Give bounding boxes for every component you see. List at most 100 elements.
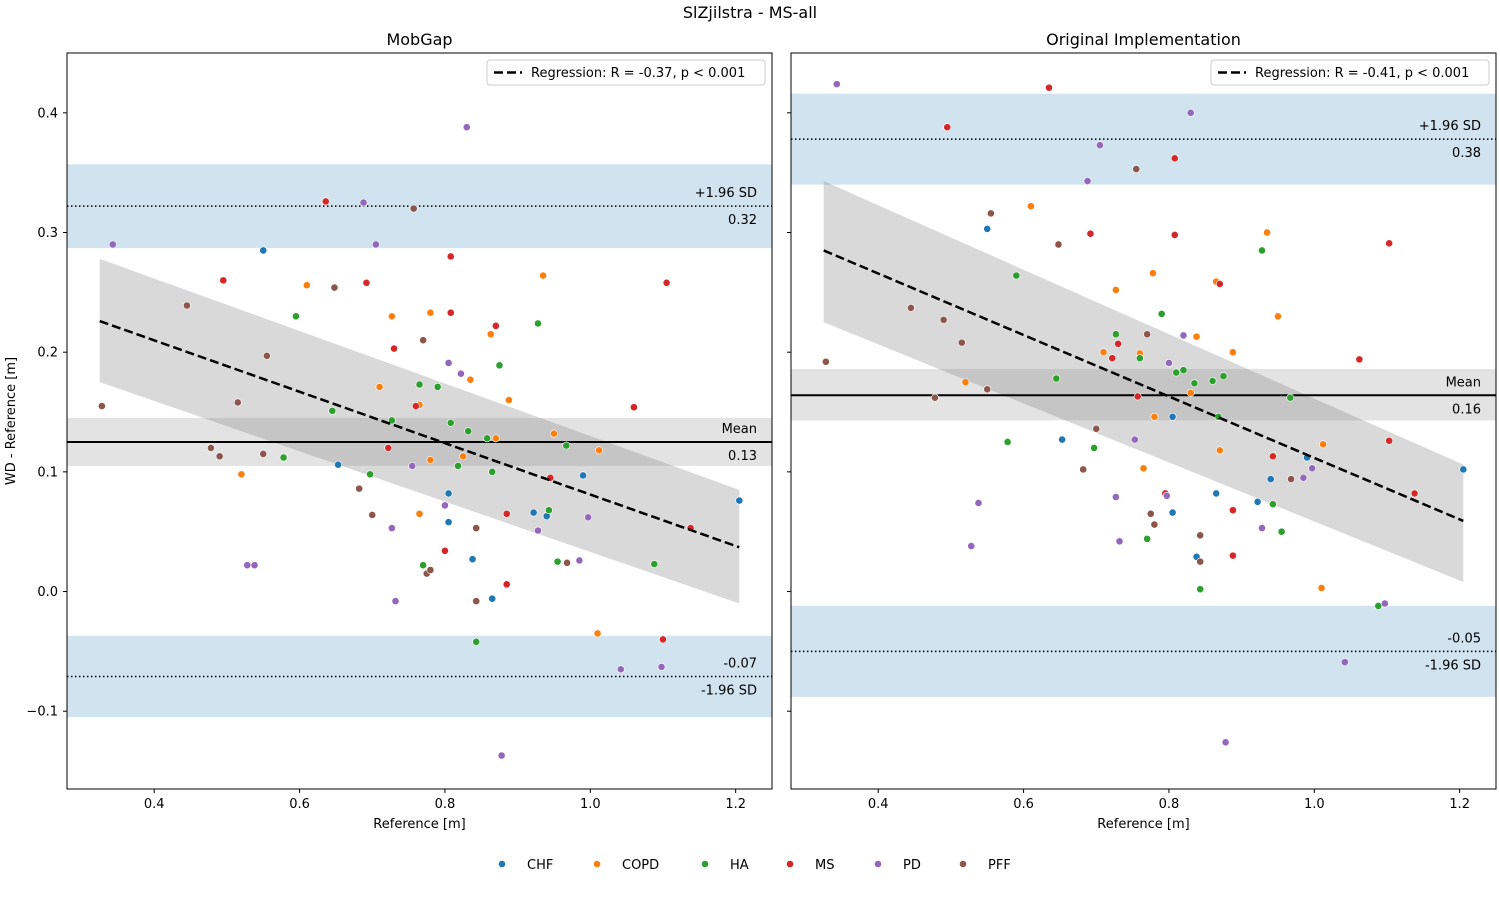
x-tick-label: 1.0 (580, 797, 601, 812)
scatter-point (183, 301, 191, 310)
scatter-point (328, 406, 337, 415)
scatter-point (1263, 228, 1271, 237)
scatter-point (931, 393, 939, 402)
legend-marker (593, 860, 601, 868)
scatter-point (491, 434, 500, 443)
panel-1: Mean 0.13 +1.96 SD 0.32 -0.07 -1.96 SD 0.4 0.6 0… (4, 30, 773, 832)
scatter-point (366, 470, 374, 479)
scatter-point (967, 542, 976, 550)
scatter-point (488, 467, 497, 476)
scatter-point (444, 489, 453, 498)
legend-item-ha: HA (701, 858, 749, 873)
scatter-point (1132, 165, 1141, 173)
scatter-point (215, 452, 224, 461)
legend-item-pd: PD (874, 858, 921, 873)
legend-marker (959, 860, 967, 868)
scatter-point (334, 460, 342, 469)
series-ha (279, 312, 659, 646)
scatter-point (1052, 374, 1061, 383)
scatter-point (426, 455, 435, 464)
scatter-point (1179, 366, 1188, 375)
series-ms (943, 83, 1419, 560)
scatter-point (943, 123, 952, 132)
y-tick-label: 0.3 (37, 226, 58, 241)
scatter-point (375, 382, 384, 391)
scatter-point (387, 312, 396, 321)
scatter-point (832, 80, 841, 89)
scatter-point (486, 330, 495, 339)
plot-area (67, 123, 772, 760)
scatter-point (1149, 269, 1157, 278)
legend-item-copd: COPD (593, 858, 659, 873)
scatter-point (1385, 436, 1394, 445)
scatter-point (562, 441, 571, 450)
scatter-point (444, 359, 453, 367)
scatter-point (1258, 246, 1266, 255)
series-chf (983, 225, 1468, 561)
scatter-point (1459, 465, 1468, 474)
scatter-point (1086, 229, 1095, 238)
lower-loa-value-label: -0.07 (723, 657, 757, 672)
regression-legend-label: Regression: R = -0.37, p < 0.001 (531, 66, 745, 81)
axes-frame (790, 52, 1497, 790)
panel-title: Original Implementation (1046, 30, 1241, 49)
scatter-point (419, 561, 428, 570)
scatter-point (384, 444, 393, 452)
scatter-point (957, 338, 966, 347)
scatter-point (1355, 355, 1364, 364)
scatter-point (1228, 551, 1237, 560)
scatter-point (550, 429, 558, 438)
scatter-point (1079, 465, 1088, 474)
scatter-point (1374, 601, 1383, 610)
scatter-point (1317, 584, 1326, 592)
scatter-point (821, 357, 830, 366)
scatter-point (1410, 489, 1419, 498)
scatter-point (355, 484, 364, 493)
scatter-point (1228, 348, 1237, 357)
scatter-point (454, 461, 462, 470)
x-tick-label: 1.2 (725, 797, 746, 812)
scatter-point (1143, 330, 1152, 339)
legend-item-pff: PFF (959, 858, 1011, 873)
legend-marker (786, 860, 794, 868)
legend-label: CHF (527, 858, 553, 873)
lower-loa-label: -1.96 SD (1425, 658, 1481, 673)
scatter-point (735, 496, 744, 505)
series-ha (1003, 246, 1383, 610)
scatter-point (1286, 393, 1295, 402)
scatter-point (1287, 475, 1295, 483)
legend-label: PD (903, 858, 921, 873)
scatter-point (563, 558, 571, 567)
regression-legend-box (486, 59, 766, 86)
regression-legend-label: Regression: R = -0.41, p < 0.001 (1255, 66, 1469, 81)
scatter-point (529, 508, 538, 517)
scatter-point (534, 526, 542, 535)
scatter-point (426, 308, 435, 317)
scatter-point (539, 271, 547, 280)
scatter-point (1380, 599, 1389, 608)
scatter-point (464, 427, 473, 436)
scatter-point (961, 378, 970, 387)
figure-title: SlZjilstra - MS-all (683, 3, 817, 22)
scatter-point (409, 204, 418, 213)
scatter-point (371, 240, 380, 249)
scatter-point (468, 555, 477, 564)
scatter-point (97, 402, 106, 410)
scatter-point (1266, 475, 1275, 483)
legend-label: HA (730, 858, 749, 873)
scatter-point (488, 594, 497, 603)
scatter-point (1045, 83, 1053, 92)
scatter-point (426, 566, 435, 574)
scatter-point (1319, 440, 1327, 449)
scatter-point (1150, 520, 1159, 529)
scatter-point (1340, 658, 1349, 667)
scatter-point (630, 403, 638, 412)
scatter-point (441, 501, 449, 510)
scatter-point (1111, 330, 1120, 339)
panel-title: MobGap (386, 30, 452, 49)
scatter-point (907, 304, 915, 312)
legend-label: PFF (988, 858, 1011, 873)
scatter-point (1146, 509, 1155, 518)
scatter-point (362, 278, 371, 287)
